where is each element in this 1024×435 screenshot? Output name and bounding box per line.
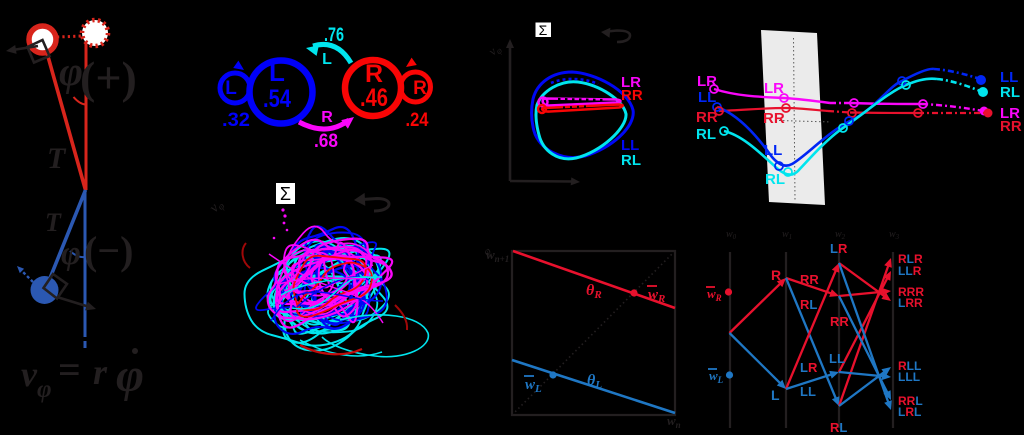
svg-text:RL: RL xyxy=(621,152,641,169)
svg-text:.68: .68 xyxy=(314,131,338,152)
svg-text:LRL: LRL xyxy=(898,405,921,419)
svg-text:LL: LL xyxy=(621,137,639,154)
svg-text:Σ: Σ xyxy=(539,22,548,38)
svg-text:w3: w3 xyxy=(889,229,900,241)
svg-text:.54: .54 xyxy=(263,85,291,113)
svg-text:.32: .32 xyxy=(222,110,250,131)
svg-text:RR: RR xyxy=(696,109,718,126)
svg-text:w1: w1 xyxy=(782,229,792,241)
svg-text:LL: LL xyxy=(1000,69,1018,86)
svg-text:RLL: RLL xyxy=(898,359,921,373)
svg-text:w0: w0 xyxy=(726,229,737,241)
svg-text:LR: LR xyxy=(800,360,818,375)
svg-text:T: T xyxy=(45,208,62,237)
svg-text:.24: .24 xyxy=(406,110,429,131)
svg-text:LL: LL xyxy=(764,142,782,159)
svg-text:L: L xyxy=(771,387,780,403)
svg-text:RL: RL xyxy=(1000,84,1020,101)
svg-text:LR: LR xyxy=(621,74,641,91)
svg-text:LR: LR xyxy=(764,80,784,97)
svg-text:LR: LR xyxy=(697,73,717,90)
svg-text:R: R xyxy=(365,60,383,88)
svg-text:LRR: LRR xyxy=(898,296,923,310)
svg-text:RR: RR xyxy=(621,87,643,104)
svg-text:LLL: LLL xyxy=(898,370,920,384)
svg-text:LLR: LLR xyxy=(898,264,922,278)
svg-text:φ: φ xyxy=(61,235,81,272)
svg-text:LL: LL xyxy=(800,384,816,399)
svg-text:RLR: RLR xyxy=(898,252,923,266)
svg-text:.76: .76 xyxy=(324,25,344,46)
svg-text:φ: φ xyxy=(116,349,144,402)
svg-text:RRR: RRR xyxy=(898,285,924,299)
svg-text:L: L xyxy=(269,57,285,87)
svg-text:w2: w2 xyxy=(835,229,846,241)
svg-text:(+): (+) xyxy=(80,52,137,103)
svg-text:=: = xyxy=(58,347,81,392)
svg-text:RL: RL xyxy=(800,297,817,312)
svg-text:LL: LL xyxy=(829,351,845,366)
svg-text:RR: RR xyxy=(800,272,819,287)
svg-text:R: R xyxy=(771,267,781,283)
svg-text:RL: RL xyxy=(830,420,847,435)
svg-text:RL: RL xyxy=(765,171,785,188)
svg-text:LR: LR xyxy=(830,241,848,256)
svg-text:RR: RR xyxy=(1000,118,1022,135)
svg-text:LL: LL xyxy=(698,89,716,106)
svg-text:LR: LR xyxy=(1000,105,1020,122)
svg-text:R: R xyxy=(321,109,333,126)
svg-text:R: R xyxy=(413,78,427,99)
svg-text:φ: φ xyxy=(59,48,83,94)
svg-text:Σ: Σ xyxy=(280,184,291,204)
svg-text:RR: RR xyxy=(763,110,785,127)
svg-text:(−): (−) xyxy=(84,228,133,273)
svg-text:L: L xyxy=(322,51,332,68)
svg-text:L: L xyxy=(225,78,237,99)
svg-text:RL: RL xyxy=(696,126,716,143)
svg-text:RRL: RRL xyxy=(898,394,923,408)
svg-text:RR: RR xyxy=(830,314,849,329)
svg-text:r: r xyxy=(93,352,108,392)
svg-text:T: T xyxy=(47,142,67,175)
svg-text:.46: .46 xyxy=(360,84,388,112)
